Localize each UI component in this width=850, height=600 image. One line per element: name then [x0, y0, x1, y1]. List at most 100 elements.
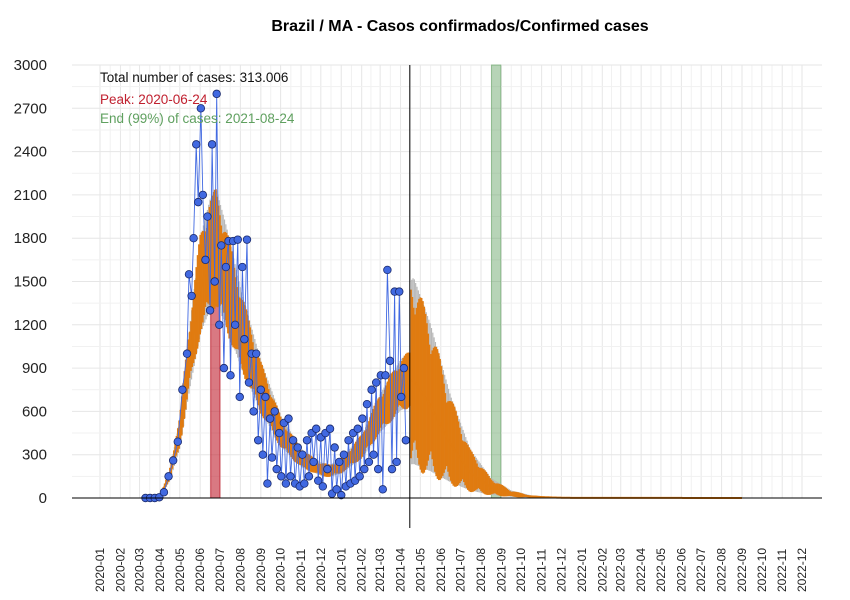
y-tick-label: 1200 — [14, 317, 47, 334]
observed-point — [196, 104, 206, 113]
observed-point — [360, 464, 369, 474]
observed-point — [159, 488, 169, 497]
observed-point — [265, 414, 275, 423]
observed-point — [194, 197, 203, 207]
chart-title: Brazil / MA - Casos confirmados/Confirme… — [271, 18, 648, 35]
observed-point — [253, 436, 263, 445]
observed-point — [373, 464, 383, 474]
x-tick-label: 2021-10 — [514, 548, 528, 592]
observed-point — [173, 437, 182, 446]
x-tick-label: 2021-01 — [334, 548, 348, 592]
observed-point — [189, 233, 198, 243]
observed-point — [362, 399, 372, 409]
observed-point — [261, 392, 270, 402]
observed-point — [215, 320, 224, 329]
observed-point — [219, 363, 229, 373]
x-tick-label: 2022-05 — [654, 548, 668, 592]
observed-point — [205, 306, 215, 315]
observed-point — [381, 371, 390, 380]
observed-point — [270, 407, 279, 416]
observed-point — [367, 385, 376, 394]
observed-point — [344, 436, 353, 445]
y-tick-label: 2100 — [14, 187, 47, 204]
x-tick-label: 2020-04 — [153, 548, 167, 592]
x-tick-label: 2022-04 — [634, 548, 648, 592]
observed-point — [267, 453, 277, 462]
observed-point — [339, 450, 349, 459]
observed-point — [364, 457, 374, 467]
y-tick-label: 2400 — [14, 144, 47, 161]
x-tick-label: 2020-12 — [314, 548, 328, 592]
x-tick-label: 2020-03 — [133, 548, 147, 592]
x-tick-label: 2020-10 — [274, 548, 288, 592]
x-tick-label: 2020-11 — [294, 549, 308, 592]
observed-point — [387, 464, 397, 474]
observed-point — [192, 140, 201, 149]
observed-point — [378, 485, 387, 494]
x-tick-label: 2022-08 — [715, 548, 729, 592]
total-cases-annotation: Total number of cases: 313.006 — [100, 70, 288, 85]
observed-point — [358, 414, 367, 423]
observed-point — [203, 212, 212, 221]
observed-point — [401, 436, 411, 445]
x-tick-label: 2022-09 — [735, 548, 749, 592]
observed-point — [249, 407, 258, 416]
x-tick-label: 2022-01 — [575, 548, 589, 592]
observed-point — [309, 457, 318, 467]
observed-point — [230, 320, 240, 329]
observed-point — [313, 476, 323, 485]
observed-point — [242, 235, 252, 244]
observed-point — [221, 262, 231, 272]
observed-point — [198, 190, 208, 200]
observed-point — [277, 472, 286, 481]
observed-point — [244, 378, 254, 387]
observed-point — [332, 485, 341, 494]
observed-point — [217, 241, 226, 250]
observed-point — [383, 265, 392, 275]
observed-point — [318, 482, 327, 491]
observed-series — [141, 89, 411, 503]
y-tick-label: 300 — [22, 447, 47, 464]
x-tick-label: 2021-05 — [413, 548, 427, 592]
x-tick-label: 2020-09 — [254, 548, 268, 592]
x-tick-label: 2021-08 — [474, 548, 488, 592]
observed-point — [293, 443, 302, 452]
x-tick-label: 2022-07 — [694, 548, 708, 592]
observed-point — [240, 335, 249, 344]
observed-point — [235, 392, 244, 402]
observed-point — [226, 371, 235, 380]
peak-annotation: Peak: 2020-06-24 — [100, 92, 208, 107]
observed-point — [330, 443, 339, 452]
y-tick-label: 3000 — [14, 57, 47, 74]
x-tick-label: 2020-08 — [233, 548, 247, 592]
end-annotation: End (99%) of cases: 2021-08-24 — [100, 111, 295, 126]
observed-point — [286, 472, 295, 481]
x-tick-label: 2021-02 — [355, 548, 369, 592]
x-tick-label: 2021-11 — [535, 549, 549, 592]
y-tick-label: 1500 — [14, 274, 47, 291]
x-tick-label: 2020-06 — [193, 548, 207, 592]
observed-point — [300, 479, 309, 488]
observed-point — [210, 277, 219, 286]
observed-point — [371, 378, 381, 387]
observed-point — [252, 349, 261, 358]
x-tick-label: 2021-04 — [394, 548, 408, 592]
observed-point — [178, 385, 187, 394]
y-tick-label: 2700 — [14, 100, 47, 117]
y-tick-labels: 0 300 600 900 1200 1500 1800 2100 2400 2700 3000 — [14, 57, 47, 507]
observed-point — [304, 472, 314, 481]
y-tick-label: 1800 — [14, 230, 47, 247]
observed-point — [212, 89, 221, 99]
x-tick-label: 2021-06 — [434, 548, 448, 592]
observed-point — [395, 287, 404, 296]
x-tick-label: 2020-01 — [93, 548, 107, 592]
x-tick-label: 2020-02 — [113, 548, 127, 592]
observed-point — [353, 424, 362, 433]
x-tick-label: 2021-12 — [554, 548, 568, 592]
model-series — [142, 189, 742, 499]
observed-point — [201, 255, 210, 265]
x-tick-label: 2022-10 — [755, 548, 769, 592]
end-band — [491, 64, 502, 499]
x-tick-label: 2022-06 — [674, 548, 688, 592]
